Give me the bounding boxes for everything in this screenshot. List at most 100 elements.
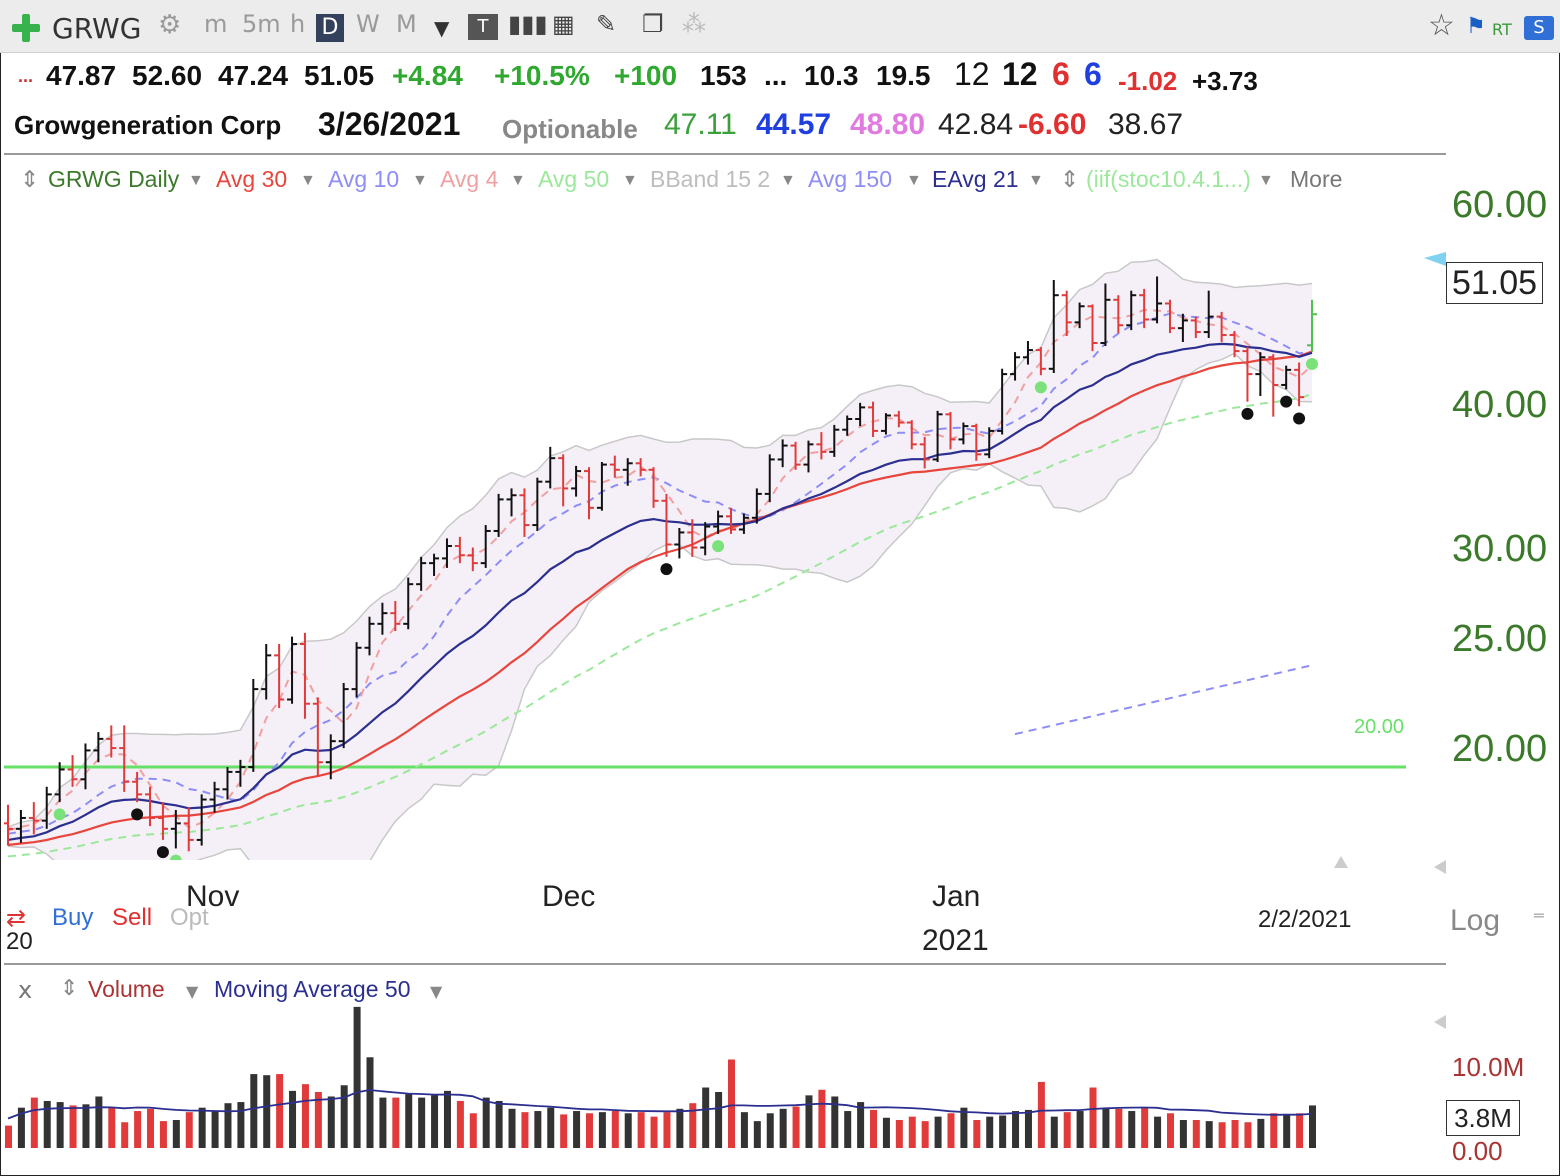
chart-toolbar: GRWG ⚙ m 5m h D W M ▼ T ▮▮▮ ▦ ✎ ❐ ⁂ ☆ ⚑ …	[0, 0, 1560, 53]
legend-main-dropdown-icon[interactable]: ▼	[188, 172, 204, 189]
buy-button[interactable]: Buy	[52, 904, 94, 931]
legend-iif-dropdown-icon[interactable]: ▼	[1258, 172, 1274, 189]
volume-bar	[108, 1107, 116, 1148]
legend-avg30-dropdown-icon[interactable]: ▼	[300, 172, 316, 189]
bband-lower	[7, 352, 1313, 860]
legend-eavg21[interactable]: EAvg 21	[932, 166, 1019, 192]
volume-bar	[301, 1084, 309, 1148]
legend-avg150-dropdown-icon[interactable]: ▼	[906, 172, 922, 189]
scale-menu-icon[interactable]: ═	[1534, 906, 1544, 925]
legend-avg10-dropdown-icon[interactable]: ▼	[412, 172, 428, 189]
text-tool-icon[interactable]: T	[468, 14, 498, 40]
grid-icon[interactable]: ▦	[552, 10, 575, 38]
legend-avg50[interactable]: Avg 50	[538, 166, 610, 192]
legend-avg30[interactable]: Avg 30	[216, 166, 288, 192]
volume-bar	[999, 1115, 1007, 1148]
volume-bar	[69, 1105, 77, 1148]
interval-d-active[interactable]: D	[316, 14, 344, 42]
volume-bar	[56, 1102, 64, 1148]
star-icon[interactable]: ☆	[1428, 8, 1455, 43]
info-line: Growgeneration Corp 3/26/2021 Optionable…	[0, 106, 1300, 150]
volume-bar	[1296, 1113, 1304, 1148]
volume-bar	[1154, 1116, 1162, 1148]
volume-bar	[547, 1107, 555, 1148]
log-scale-toggle[interactable]: Log	[1450, 904, 1501, 937]
realtime-label: RT	[1492, 20, 1512, 39]
quote-v3: 10.3	[804, 60, 859, 91]
interval-m[interactable]: m	[204, 10, 228, 38]
volume-arrows-icon[interactable]: ⇕	[60, 976, 79, 1001]
volume-bar	[934, 1116, 942, 1148]
flag-icon[interactable]: ⚑	[1466, 14, 1486, 39]
volume-ma-legend[interactable]: Moving Average 50	[214, 976, 411, 1002]
interval-m-month[interactable]: M	[396, 10, 417, 38]
volume-bar	[857, 1102, 865, 1148]
plot-area	[4, 258, 1406, 860]
trade-arrows-icon[interactable]: ⇄	[6, 904, 27, 932]
interval-h[interactable]: h	[290, 10, 306, 38]
scroll-up-icon	[1334, 856, 1348, 868]
volume-bar	[198, 1107, 206, 1148]
bband-fill	[8, 259, 1312, 860]
volume-bar	[1244, 1122, 1252, 1148]
volume-bar	[1192, 1120, 1200, 1148]
eavg21-line	[7, 342, 1313, 841]
interval-w[interactable]: W	[356, 10, 380, 38]
share-icon[interactable]: ⁂	[682, 10, 706, 38]
legend-main-arrows[interactable]: ⇕	[20, 166, 40, 192]
volume-bar	[495, 1100, 503, 1148]
settings-icon[interactable]: ⚙	[158, 10, 182, 40]
add-symbol-icon[interactable]	[12, 14, 40, 42]
volume-bar	[676, 1108, 684, 1148]
signal-dot	[1306, 357, 1318, 370]
interval-dropdown-icon[interactable]: ▼	[434, 16, 450, 40]
info-n1: 47.11	[664, 108, 737, 141]
info-n4: 42.84	[938, 108, 1014, 141]
signal-dot	[169, 854, 182, 860]
volume-close-button[interactable]: x	[18, 976, 33, 1004]
vol-tick-10m: 10.0M	[1452, 1052, 1525, 1082]
sell-button[interactable]: Sell	[112, 904, 153, 931]
volume-bar	[456, 1100, 464, 1148]
legend-avg4-dropdown-icon[interactable]: ▼	[510, 172, 526, 189]
legend-iif[interactable]: (iif(stoc10.4.1...)	[1086, 166, 1251, 192]
volume-bar	[1270, 1113, 1278, 1148]
vol-scroll-left-icon	[1434, 1015, 1446, 1029]
legend-avg10[interactable]: Avg 10	[328, 166, 400, 192]
volume-legend[interactable]: Volume	[88, 976, 165, 1002]
volume-bar	[560, 1114, 568, 1148]
signal-dot	[131, 808, 144, 821]
opt-button[interactable]: Opt	[170, 904, 209, 931]
volume-ma-dropdown-icon[interactable]: ▼	[430, 982, 443, 1001]
s-button[interactable]: S	[1524, 16, 1554, 40]
legend-iif-arrows[interactable]: ⇕	[1060, 166, 1080, 192]
volume-bar	[921, 1121, 929, 1148]
legend-avg150[interactable]: Avg 150	[808, 166, 892, 192]
interval-5m[interactable]: 5m	[242, 10, 281, 38]
legend-avg50-dropdown-icon[interactable]: ▼	[622, 172, 638, 189]
symbol-label[interactable]: GRWG	[52, 12, 142, 45]
note-icon[interactable]: ❐	[642, 10, 664, 38]
volume-bar	[1050, 1116, 1058, 1148]
legend-bband[interactable]: BBand 15 2	[650, 166, 771, 192]
quote-date: 3/26/2021	[318, 106, 461, 142]
volume-dropdown-icon[interactable]: ▼	[186, 982, 199, 1001]
legend-more[interactable]: More	[1290, 166, 1343, 192]
volume-bar	[185, 1112, 193, 1148]
legend-avg4[interactable]: Avg 4	[440, 166, 499, 192]
end-date-label: 2/2/2021	[1258, 906, 1352, 933]
volume-bar	[289, 1090, 297, 1148]
volume-bar	[159, 1121, 167, 1148]
volume-bar	[469, 1113, 477, 1148]
pencil-icon[interactable]: ✎	[596, 10, 617, 38]
legend-bband-dropdown-icon[interactable]: ▼	[780, 172, 796, 189]
legend-main[interactable]: GRWG Daily	[48, 166, 180, 192]
volume-bar	[1257, 1118, 1265, 1148]
legend-eavg21-dropdown-icon[interactable]: ▼	[1028, 172, 1044, 189]
bar-style-icon[interactable]: ▮▮▮	[508, 10, 548, 38]
volume-bar	[237, 1102, 245, 1148]
signal-dot	[156, 846, 169, 859]
volume-bar	[418, 1097, 426, 1148]
volume-bar	[895, 1120, 903, 1148]
